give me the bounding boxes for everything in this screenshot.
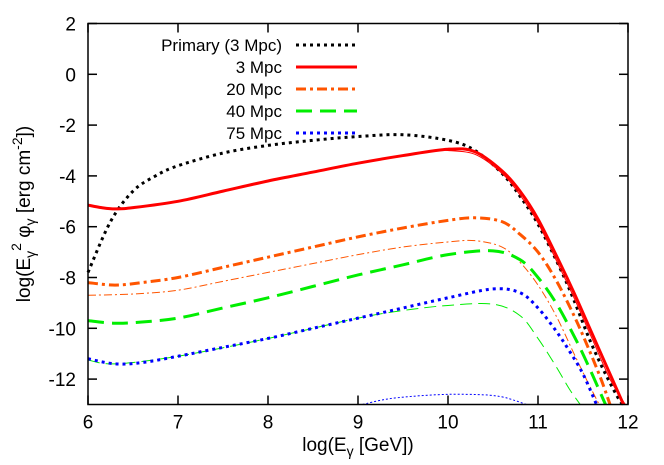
y-tick-label: -12: [49, 370, 76, 391]
plot-frame: [87, 22, 629, 406]
legend-label: Primary (3 Mpc): [161, 36, 282, 55]
x-tick-label: 9: [353, 413, 364, 434]
y-tick-label: 2: [65, 15, 76, 36]
y-tick-label: -4: [59, 167, 76, 188]
series-line-8: [362, 393, 527, 405]
series-line-1: [87, 147, 625, 406]
legend-label: 75 Mpc: [226, 124, 282, 143]
x-tick-label: 8: [263, 413, 274, 434]
y-tick-label: -10: [49, 319, 76, 340]
x-tick-label: 12: [617, 413, 638, 434]
y-tick-label: -8: [59, 269, 76, 290]
series-line-4: [87, 239, 600, 405]
legend-label: 40 Mpc: [226, 102, 282, 121]
series-line-5: [87, 249, 607, 406]
y-tick-label: -6: [59, 218, 76, 239]
y-tick-label: 0: [65, 65, 76, 86]
axis-ticks: 6 7 8 9 10 11 12 2 0 -2 -4 -6 -8 -10 -12: [49, 15, 639, 434]
legend: Primary (3 Mpc) 3 Mpc 20 Mpc 40 Mpc 75 Mpc: [161, 36, 357, 143]
series-line-6: [87, 303, 581, 405]
plot-lines: [86, 133, 626, 406]
legend-label: 3 Mpc: [236, 58, 283, 77]
series-line-2: [438, 149, 626, 405]
x-tick-label: 11: [528, 413, 548, 434]
y-axis-label: log(Eγ2 φγ [erg cm-2]): [8, 126, 38, 302]
series-line-7: [87, 287, 598, 406]
x-tick-label: 7: [173, 413, 184, 434]
series-line-3: [87, 216, 612, 406]
series-line-0: [86, 133, 625, 406]
y-tick-label: -2: [59, 116, 76, 137]
x-axis-label: log(Eγ [GeV]): [302, 435, 414, 459]
x-tick-label: 6: [83, 413, 94, 434]
legend-label: 20 Mpc: [226, 80, 282, 99]
x-tick-label: 10: [437, 413, 458, 434]
